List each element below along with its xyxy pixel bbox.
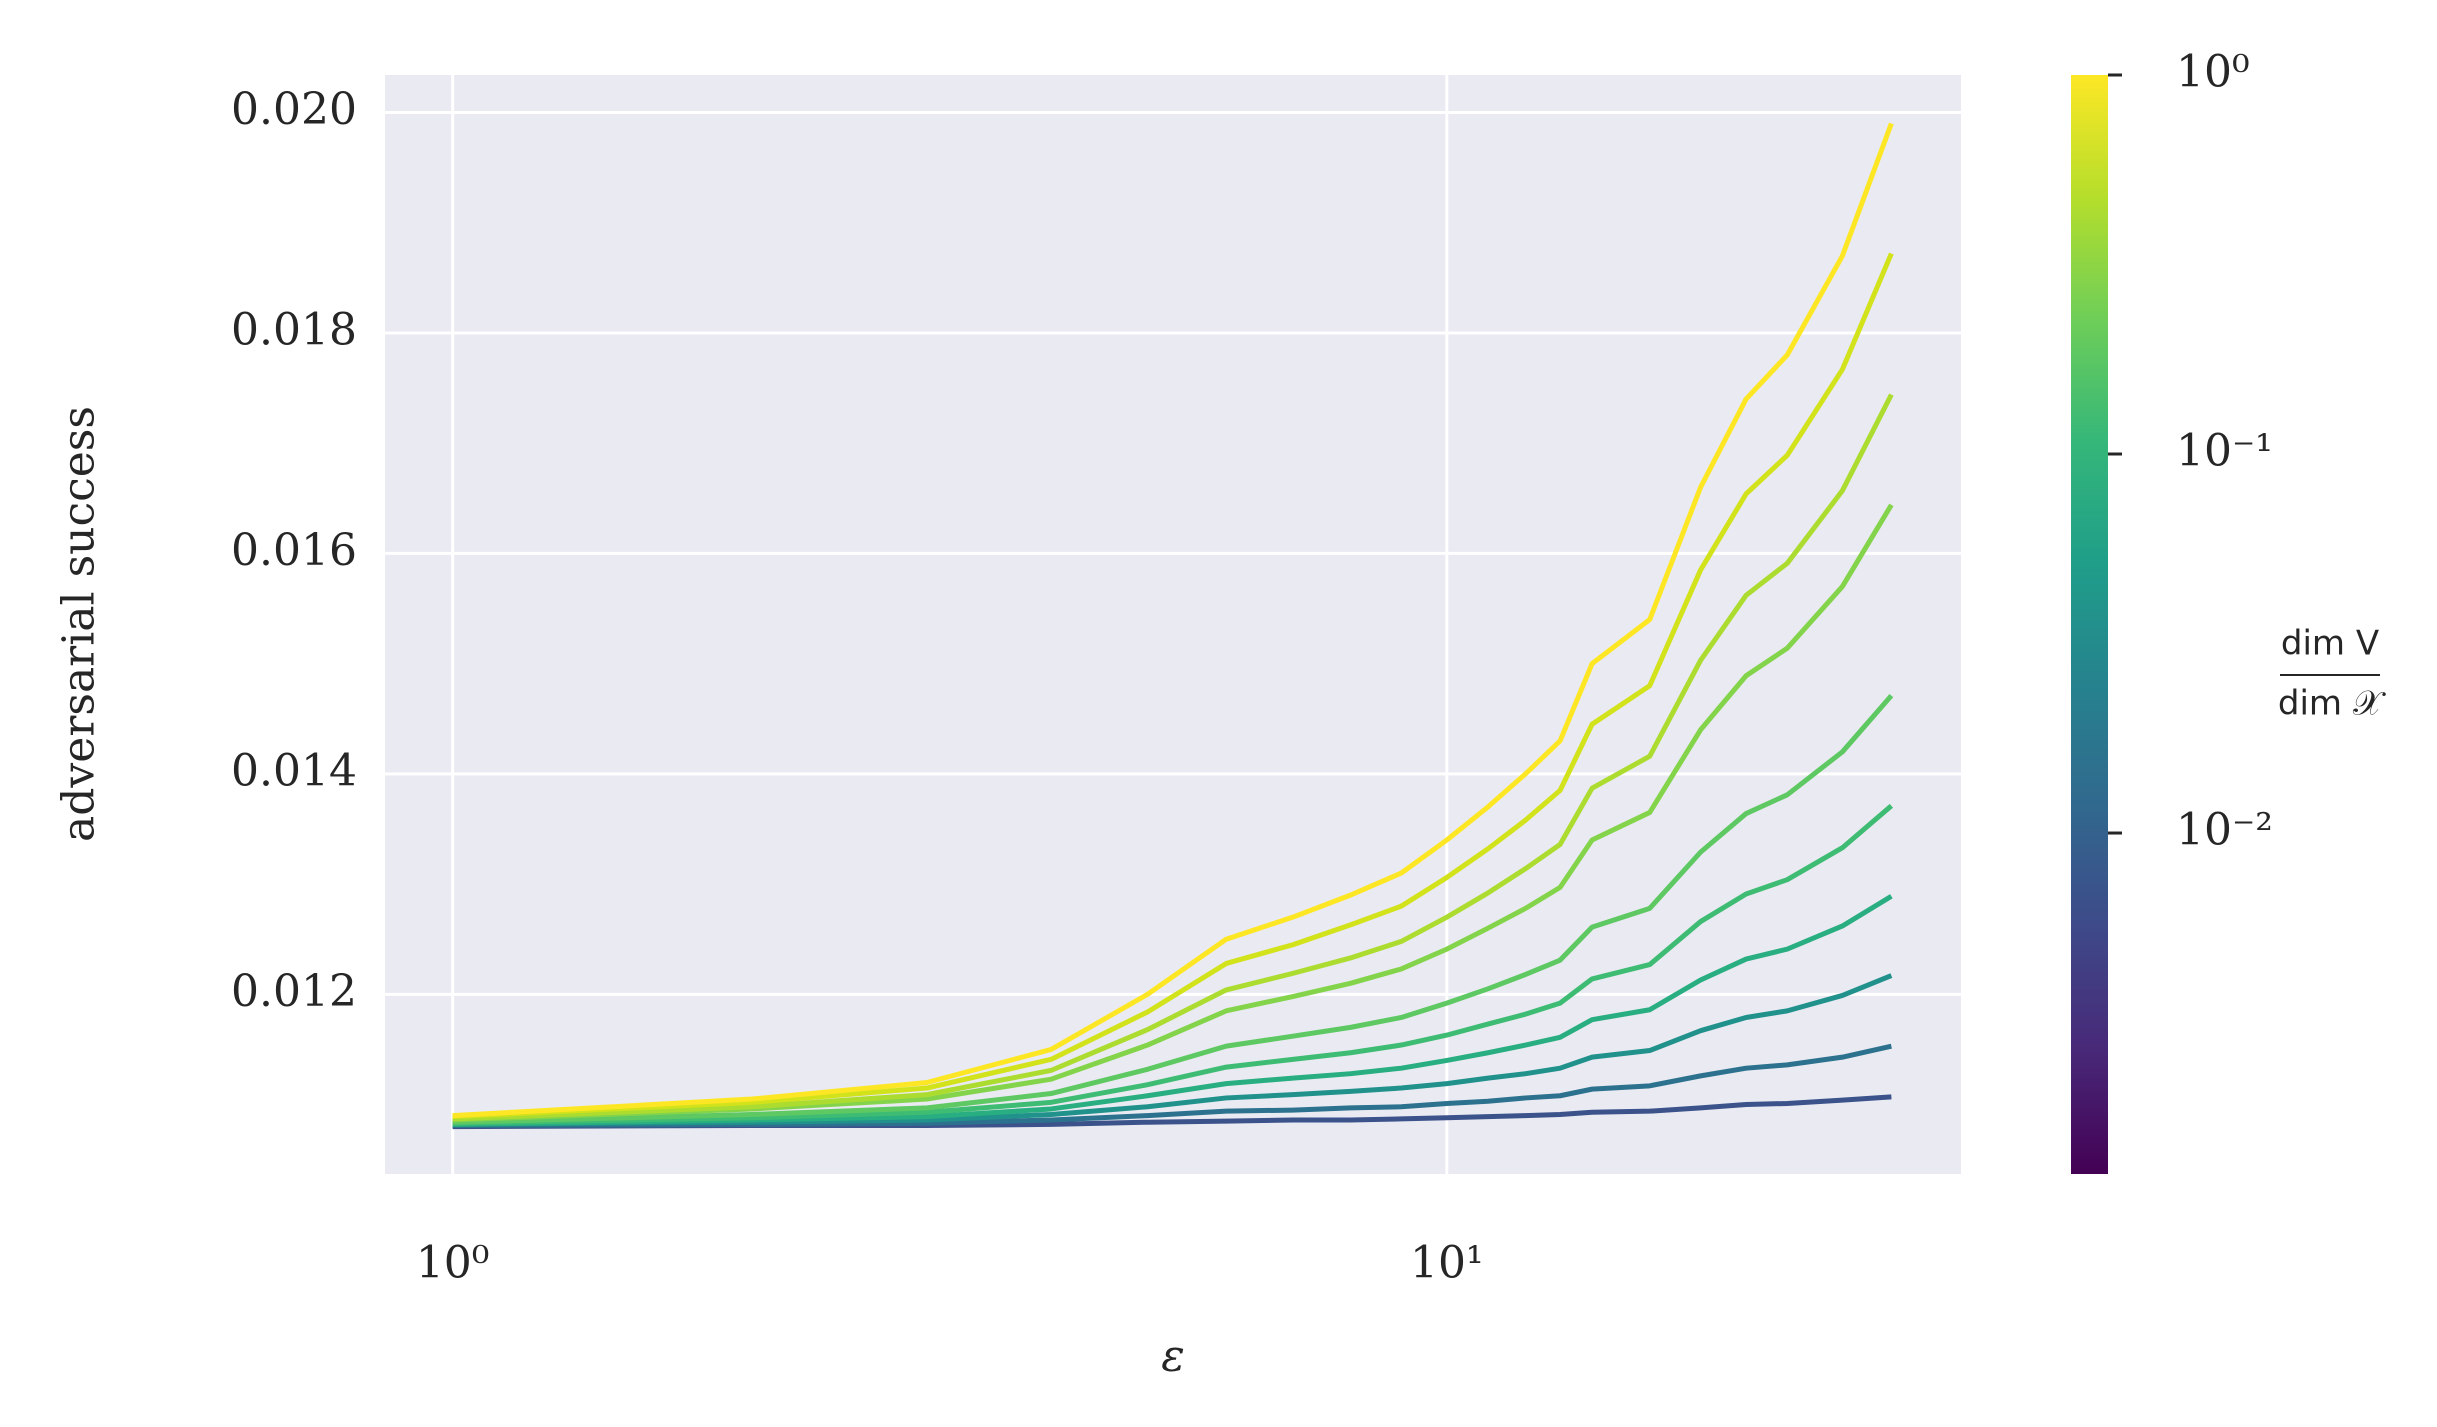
- series-line: [452, 122, 1894, 1119]
- x-axis-label: ε: [1161, 1331, 1185, 1382]
- colorbar-tick-label: 10⁻²: [2176, 805, 2273, 856]
- x-tick-label: 10¹: [1410, 1238, 1484, 1289]
- series-line: [452, 803, 1893, 1126]
- colorbar-label-numerator: dim V: [2281, 624, 2379, 664]
- series-line: [452, 1043, 1892, 1128]
- y-tick-label: 0.012: [231, 966, 357, 1017]
- colorbar-tick-label: 10⁰: [2176, 47, 2250, 98]
- y-axis-label: adversarial success: [54, 406, 105, 842]
- y-tick-label: 0.018: [231, 304, 357, 355]
- series-line: [452, 503, 1894, 1123]
- series-line: [452, 252, 1894, 1120]
- y-tick-label: 0.020: [231, 84, 357, 135]
- series-line: [452, 1094, 1892, 1130]
- series-line: [452, 393, 1894, 1122]
- series-line: [452, 693, 1894, 1125]
- colorbar: [2071, 75, 2108, 1174]
- y-tick-label: 0.016: [231, 525, 357, 576]
- series-line: [452, 894, 1893, 1127]
- y-tick-label: 0.014: [231, 745, 357, 796]
- x-tick-label: 10⁰: [416, 1238, 490, 1289]
- series-line: [452, 973, 1893, 1127]
- colorbar-tick-label: 10⁻¹: [2176, 426, 2273, 477]
- colorbar-label-denominator: dim 𝒳: [2278, 684, 2386, 724]
- plot-area: [385, 75, 1961, 1174]
